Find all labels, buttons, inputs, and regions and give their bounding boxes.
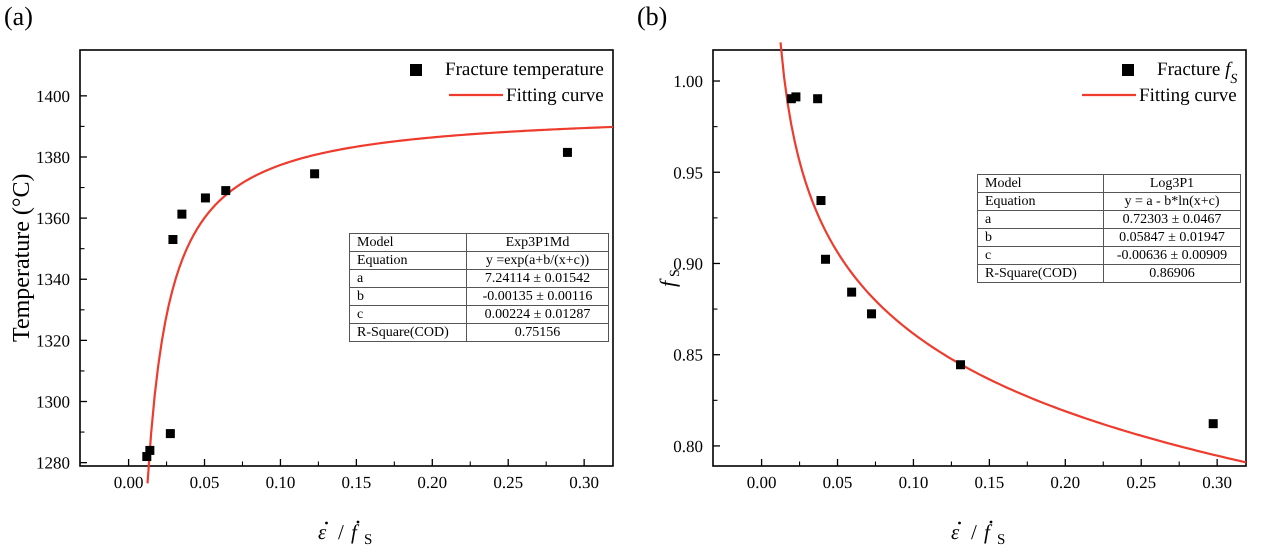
svg-text:f: f <box>984 520 993 544</box>
svg-text:0.80: 0.80 <box>673 437 703 456</box>
svg-text:0.15: 0.15 <box>341 473 371 492</box>
svg-text:1380: 1380 <box>36 148 70 167</box>
svg-text:0.95: 0.95 <box>673 163 703 182</box>
svg-text:Fracture fS: Fracture fS <box>1157 60 1237 87</box>
svg-text:0.85: 0.85 <box>673 346 703 365</box>
svg-text:1320: 1320 <box>36 331 70 350</box>
svg-text:0.05: 0.05 <box>190 473 220 492</box>
svg-text:/: / <box>971 520 977 544</box>
svg-text:f: f <box>351 520 360 544</box>
svg-text:1360: 1360 <box>36 209 70 228</box>
svg-text:Fitting curve: Fitting curve <box>1139 85 1237 106</box>
svg-text:1280: 1280 <box>36 454 70 473</box>
svg-text:0.15: 0.15 <box>974 473 1004 492</box>
svg-text:/: / <box>338 520 344 544</box>
svg-text:0.20: 0.20 <box>417 473 447 492</box>
svg-text:0.05: 0.05 <box>823 473 853 492</box>
svg-text:0.10: 0.10 <box>899 473 929 492</box>
svg-text:S: S <box>997 532 1005 548</box>
svg-text:S: S <box>668 269 683 277</box>
svg-text:0.00: 0.00 <box>747 473 777 492</box>
svg-text:f: f <box>655 278 680 287</box>
svg-text:0.10: 0.10 <box>266 473 296 492</box>
svg-text:0.30: 0.30 <box>569 473 599 492</box>
svg-text:0.20: 0.20 <box>1050 473 1080 492</box>
svg-text:0.30: 0.30 <box>1202 473 1232 492</box>
svg-text:1300: 1300 <box>36 393 70 412</box>
svg-text:0.25: 0.25 <box>493 473 523 492</box>
svg-text:0.25: 0.25 <box>1126 473 1156 492</box>
svg-text:S: S <box>364 532 372 548</box>
svg-text:Fracture temperature: Fracture temperature <box>445 60 604 80</box>
svg-text:Fitting curve: Fitting curve <box>506 85 604 106</box>
svg-text:1340: 1340 <box>36 270 70 289</box>
svg-text:0.00: 0.00 <box>114 473 144 492</box>
